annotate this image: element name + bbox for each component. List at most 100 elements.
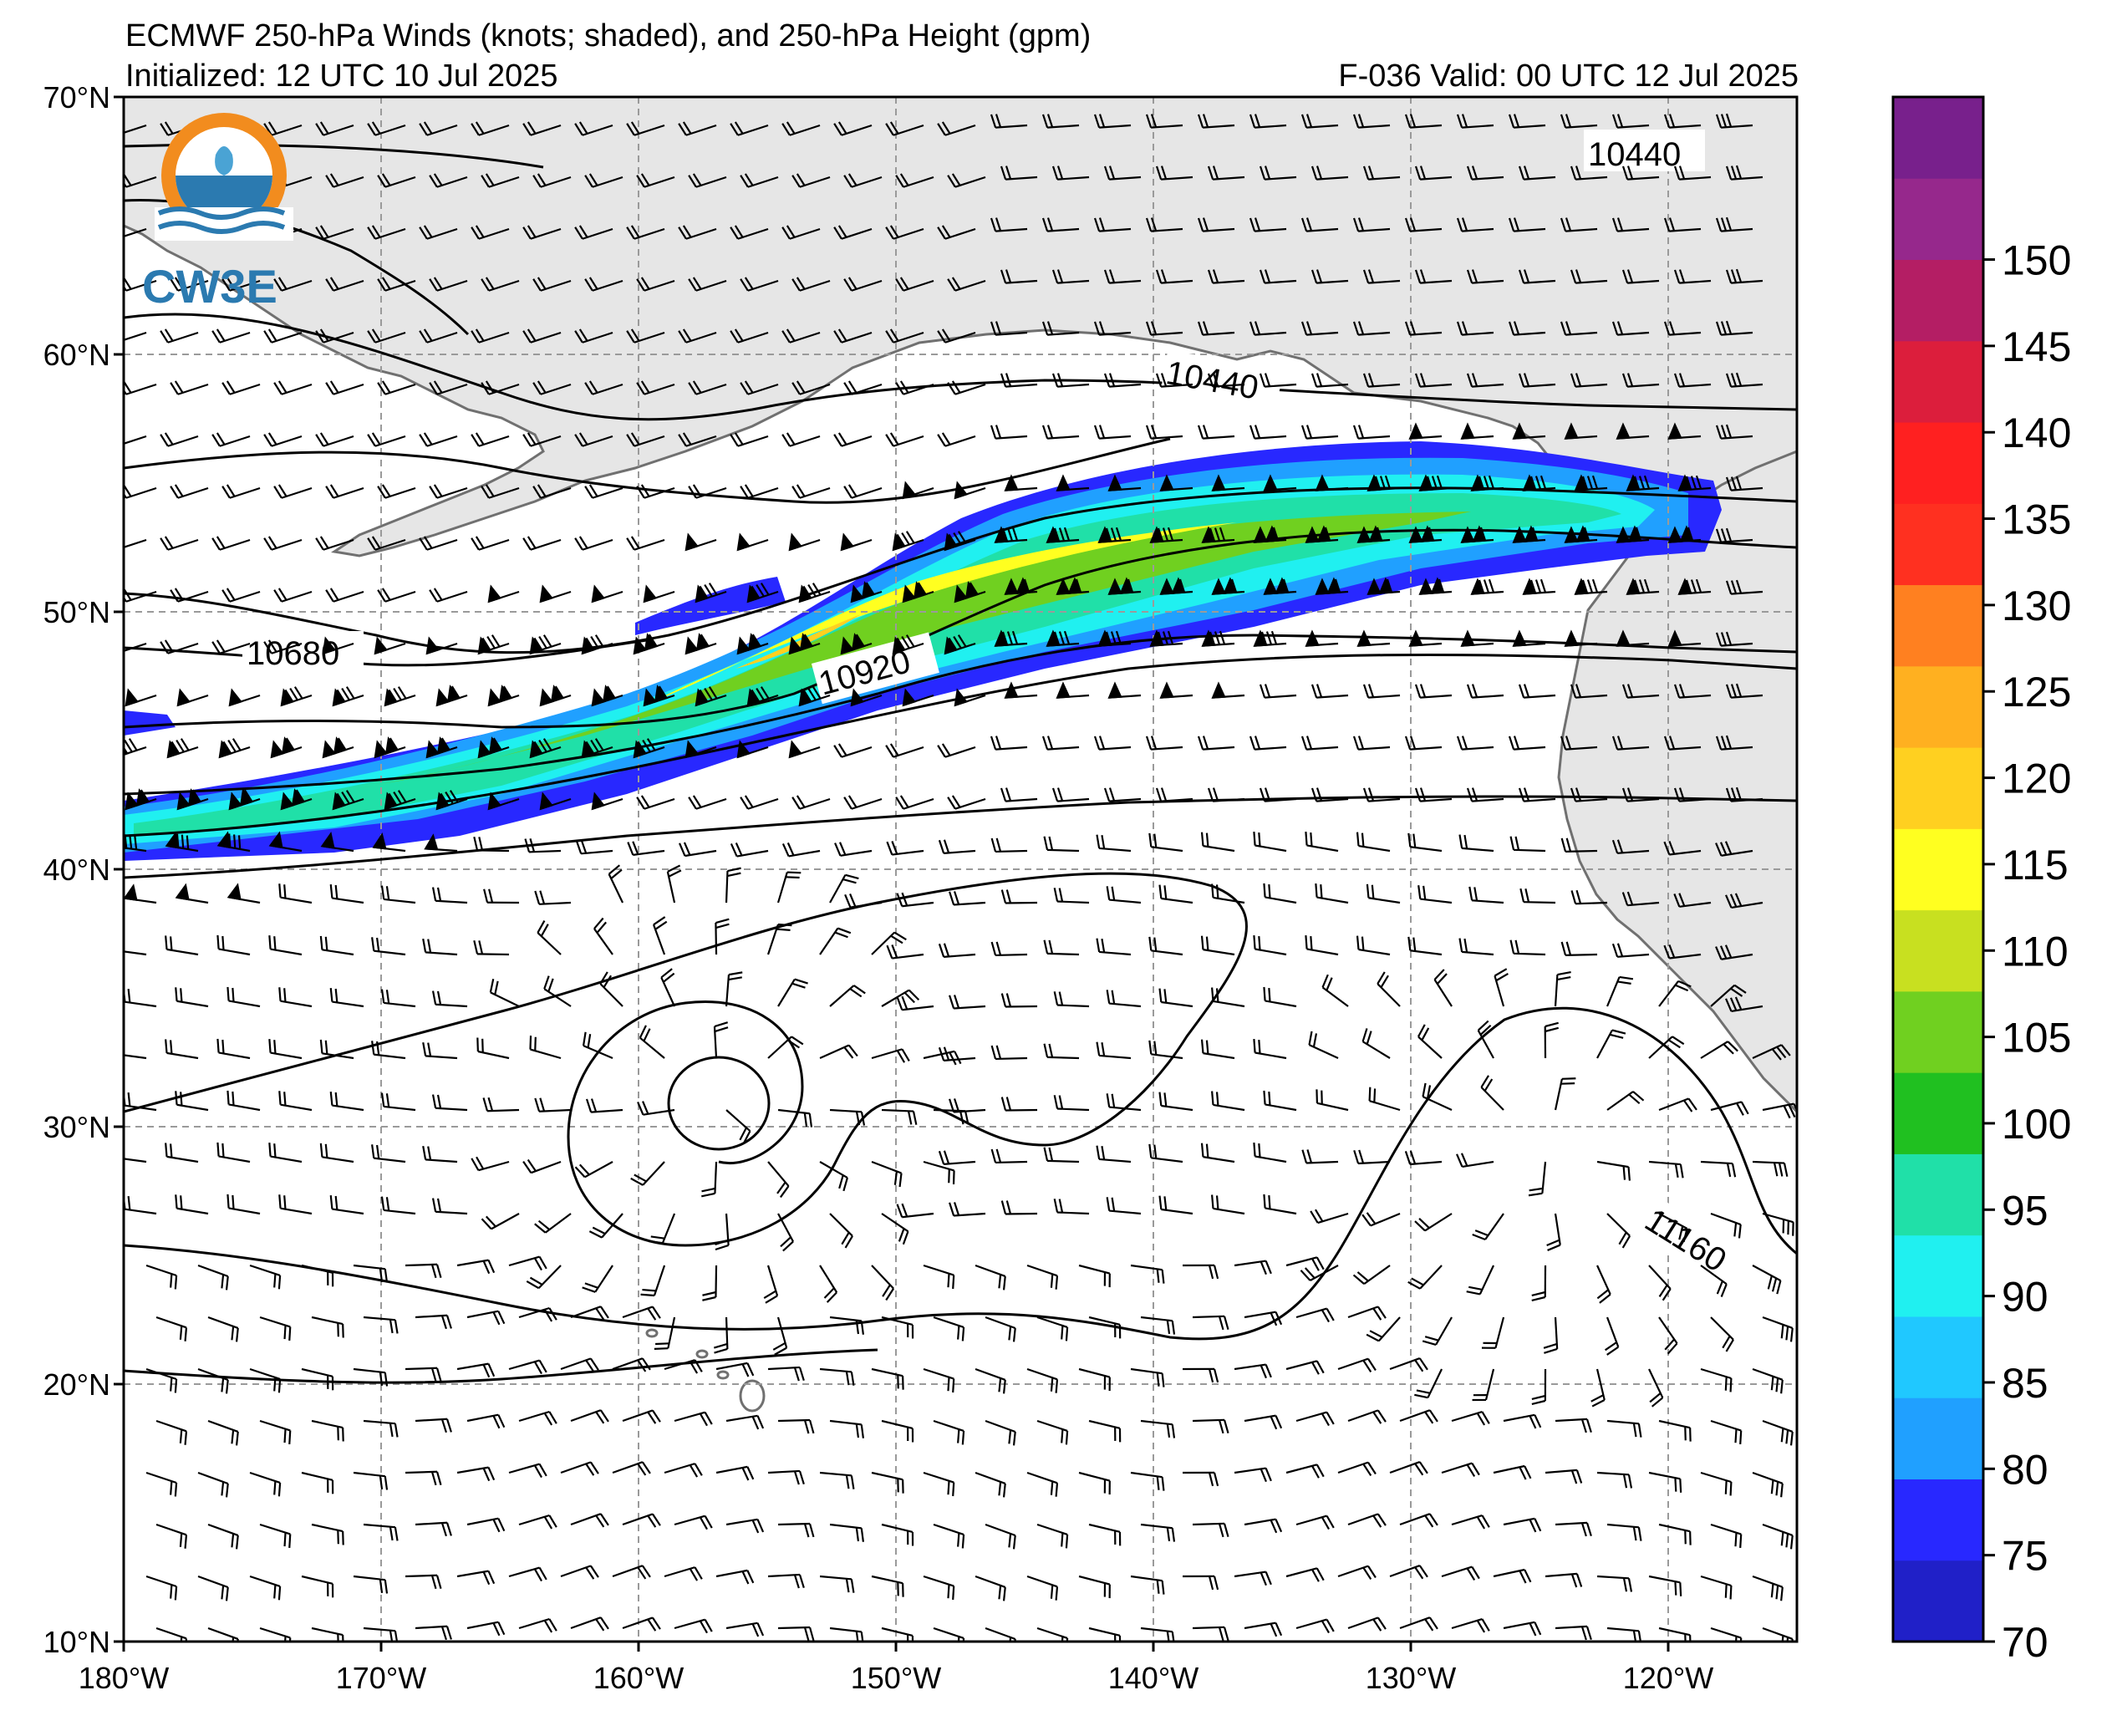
wind-barb [218,738,251,759]
wind-barb [1407,832,1443,853]
wind-barb [481,173,520,188]
wind-barb [1555,1418,1592,1433]
wind-barb [1249,321,1287,336]
wind-barb [871,1160,903,1188]
wind-barb [1466,373,1504,388]
wind-barb [211,536,251,551]
wind-barb [1096,1145,1132,1163]
wind-barb [1414,269,1453,284]
wind-barb [1078,1575,1111,1599]
wind-barb [985,1316,1016,1342]
wind-barb [574,536,613,551]
wind-barb [1347,1513,1387,1528]
wind-barb [581,738,613,759]
wind-barb [1715,944,1753,960]
wind-barb [363,1419,399,1438]
wind-barb [1663,114,1702,129]
wind-barb [1097,629,1132,647]
wind-barb [1762,1523,1794,1550]
wind-barb [1046,526,1080,543]
colorbar-bin [1893,97,1983,179]
wind-barb [582,1265,613,1293]
wind-barb [840,532,873,552]
wind-barb [539,685,572,707]
colorbar-bin [1893,1397,1983,1479]
wind-barb [714,1316,729,1354]
wind-barb [591,584,623,603]
wind-barb [1036,1419,1069,1445]
wind-barb [1107,577,1142,595]
wind-barb [367,225,406,240]
wind-barb [405,1367,442,1382]
wind-barb [1710,1419,1743,1445]
wind-barb [886,944,924,960]
wind-barb [481,380,520,395]
wind-barb [688,173,727,188]
wind-barb [405,1574,442,1590]
wind-barb [431,887,468,904]
wind-barb [833,743,873,758]
wind-barb [833,225,873,240]
lat-label-20: 20°N [43,1367,110,1402]
wind-barb [1606,1213,1631,1249]
wind-barb [405,1263,442,1279]
wind-barb [1337,1565,1377,1581]
wind-barb [990,217,1028,232]
wind-barb [881,1108,918,1125]
wind-barb [263,536,303,551]
wind-barb [570,1306,609,1321]
wind-barb [885,432,924,447]
wind-barb [626,328,665,344]
wind-barb [582,1031,613,1060]
wind-barb [268,1143,303,1163]
wind-barb [322,736,354,759]
wind-barb [730,843,769,858]
wind-barb [1000,787,1038,802]
wind-barb [483,888,520,904]
wind-barb [1305,525,1339,543]
wind-barb [429,277,468,292]
wind-barb [725,867,741,904]
lat-label-10: 10°N [43,1625,110,1659]
wind-barb [1026,1471,1059,1497]
wind-barb [1648,1575,1682,1596]
wind-barb [1451,1618,1490,1633]
wind-barb [165,831,199,853]
wind-barb [1458,834,1494,853]
wind-barb [881,1419,914,1443]
wind-barb [280,788,313,811]
colorbar-label: 110 [2002,928,2069,975]
wind-barb [725,1518,765,1534]
wind-barb [1564,629,1598,647]
wind-barb [626,225,665,240]
wind-barb [885,225,924,240]
wind-barb [715,1569,755,1585]
wind-barb [715,918,730,955]
wind-barb [1596,1160,1631,1181]
wind-barb [1051,165,1090,181]
wind-barb [975,1367,1006,1394]
wind-barb [1414,1213,1453,1232]
wind-barb [829,1108,866,1126]
wind-barb [1621,269,1660,284]
wind-barb [1611,217,1650,232]
wind-barb [1295,1411,1335,1427]
wind-barb [1389,1565,1428,1580]
lon-label-130: 130°W [1366,1661,1456,1695]
wind-barb [466,1413,506,1429]
wind-barb [949,995,986,1010]
wind-barb [319,1143,354,1163]
wind-barb [1051,787,1090,802]
wind-barb [1673,684,1712,699]
wind-barb [715,1465,755,1481]
wind-barb [702,1265,718,1301]
wind-barb [1211,577,1245,595]
wind-barb [1460,422,1494,440]
wind-barb [1263,883,1297,904]
wind-barb [429,173,468,188]
wind-barb [1570,684,1608,699]
wind-barb [1366,1316,1401,1342]
wind-barb [688,795,727,810]
wind-barb [1468,886,1504,904]
wind-barb [1145,736,1183,751]
